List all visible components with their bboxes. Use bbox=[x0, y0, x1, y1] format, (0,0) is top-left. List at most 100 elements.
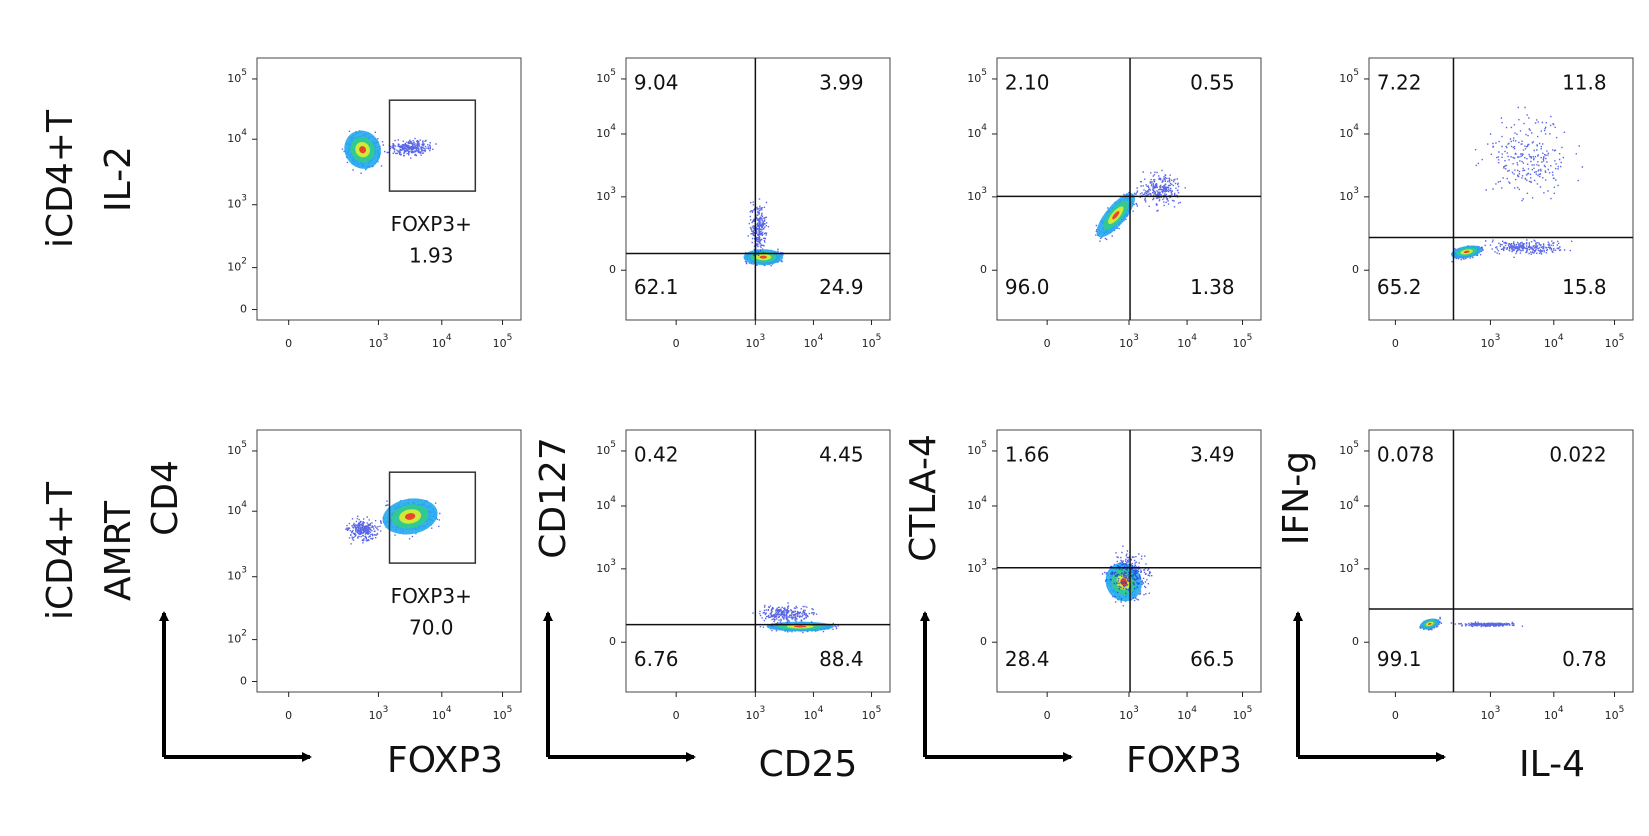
x-tick-label: 0 bbox=[1392, 709, 1399, 722]
x-tick-label-base: 10 bbox=[493, 337, 507, 350]
quadrant-value: 1.66 bbox=[1005, 442, 1050, 466]
x-tick-label-exp: 4 bbox=[818, 705, 824, 715]
x-tick-label-exp: 5 bbox=[507, 333, 513, 343]
y-tick-label: 104 bbox=[967, 494, 987, 512]
plot-frame bbox=[1368, 429, 1634, 693]
x-tick-label-base: 10 bbox=[1605, 337, 1619, 350]
event-dots bbox=[1474, 106, 1584, 202]
y-tick-label: 105 bbox=[967, 67, 987, 85]
x-tick-label-base: 10 bbox=[1119, 709, 1133, 722]
gate-box bbox=[388, 99, 477, 192]
row-label: iCD4+T bbox=[40, 109, 81, 248]
y-tick-label: 104 bbox=[967, 122, 987, 140]
y-tick-label-exp: 3 bbox=[241, 565, 247, 575]
x-tick-label: 103 bbox=[1481, 333, 1501, 351]
x-tick-label-exp: 4 bbox=[446, 705, 452, 715]
y-tick-label: 0 bbox=[240, 675, 247, 688]
y-tick-label-base: 10 bbox=[1339, 190, 1353, 203]
event-dots bbox=[747, 198, 770, 256]
y-tick-label: 104 bbox=[1339, 122, 1359, 140]
y-tick-label: 104 bbox=[1339, 494, 1359, 512]
x-tick-label: 104 bbox=[804, 333, 824, 351]
quadrant-value: 3.99 bbox=[819, 70, 864, 94]
x-tick-label-exp: 4 bbox=[1558, 333, 1564, 343]
plot-frame bbox=[625, 57, 891, 321]
quadrant-value: 65.2 bbox=[1377, 275, 1422, 299]
y-tick-label: 0 bbox=[1352, 635, 1359, 648]
y-tick-label-base: 10 bbox=[596, 499, 610, 512]
event-dots bbox=[1101, 545, 1153, 601]
y-tick-label: 105 bbox=[227, 439, 247, 457]
x-tick-label-exp: 5 bbox=[1247, 705, 1253, 715]
y-tick-label-exp: 3 bbox=[981, 557, 987, 567]
y-tick-label-exp: 4 bbox=[981, 494, 987, 504]
x-tick-label: 103 bbox=[1119, 333, 1139, 351]
quadrant-value: 0.78 bbox=[1562, 647, 1607, 671]
y-tick-label: 0 bbox=[980, 263, 987, 276]
quadrant-value: 7.22 bbox=[1377, 70, 1422, 94]
event-dots bbox=[1136, 169, 1186, 212]
x-tick-label-base: 10 bbox=[369, 337, 383, 350]
x-tick-label-base: 10 bbox=[1544, 337, 1558, 350]
event-dots bbox=[1450, 621, 1524, 628]
x-tick-label-base: 10 bbox=[804, 337, 818, 350]
x-tick-label-base: 10 bbox=[1233, 709, 1247, 722]
y-tick-label-exp: 3 bbox=[610, 185, 616, 195]
gate-value: 70.0 bbox=[409, 615, 454, 639]
x-tick-label-exp: 5 bbox=[876, 705, 882, 715]
density-core bbox=[1112, 211, 1120, 220]
x-tick-label-base: 10 bbox=[432, 337, 446, 350]
x-tick-label: 0 bbox=[1044, 337, 1051, 350]
event-dots bbox=[345, 515, 382, 545]
y-tick-label-base: 10 bbox=[227, 504, 241, 517]
x-axis-label: FOXP3 bbox=[1126, 740, 1242, 781]
y-tick-label-base: 10 bbox=[596, 190, 610, 203]
y-tick-label-base: 10 bbox=[1339, 72, 1353, 85]
x-tick-label-base: 10 bbox=[862, 337, 876, 350]
y-tick-label-exp: 3 bbox=[610, 557, 616, 567]
quadrant-value: 2.10 bbox=[1005, 70, 1050, 94]
x-tick-label-exp: 3 bbox=[383, 333, 389, 343]
y-tick-label-base: 10 bbox=[596, 562, 610, 575]
y-tick-label: 103 bbox=[967, 557, 987, 575]
x-tick-label: 105 bbox=[1233, 705, 1253, 723]
x-tick-label-base: 10 bbox=[1233, 337, 1247, 350]
x-tick-label: 103 bbox=[369, 333, 389, 351]
density-core bbox=[359, 146, 367, 154]
y-axis-label: CD127 bbox=[533, 437, 574, 559]
x-tick-label-base: 10 bbox=[804, 709, 818, 722]
y-tick-label: 103 bbox=[1339, 557, 1359, 575]
x-tick-label: 105 bbox=[1233, 333, 1253, 351]
x-tick-label: 105 bbox=[1605, 333, 1625, 351]
y-tick-label-exp: 5 bbox=[610, 439, 616, 449]
y-tick-label: 105 bbox=[967, 439, 987, 457]
y-tick-label-exp: 5 bbox=[241, 67, 247, 77]
quadrant-value: 0.022 bbox=[1549, 442, 1606, 466]
quadrant-value: 28.4 bbox=[1005, 647, 1050, 671]
y-tick-label: 103 bbox=[967, 185, 987, 203]
y-tick-label-base: 10 bbox=[227, 132, 241, 145]
y-tick-label: 104 bbox=[227, 128, 247, 146]
y-tick-label-exp: 5 bbox=[981, 67, 987, 77]
x-tick-label: 104 bbox=[432, 333, 452, 351]
y-tick-label-exp: 2 bbox=[241, 256, 247, 266]
quadrant-value: 99.1 bbox=[1377, 647, 1422, 671]
x-tick-label-base: 10 bbox=[432, 709, 446, 722]
y-tick-label: 105 bbox=[227, 67, 247, 85]
y-tick-label: 103 bbox=[596, 557, 616, 575]
y-tick-label-base: 10 bbox=[967, 127, 981, 140]
x-tick-label: 104 bbox=[1544, 333, 1564, 351]
y-tick-label-exp: 5 bbox=[241, 439, 247, 449]
y-tick-label: 0 bbox=[609, 263, 616, 276]
x-tick-label-exp: 5 bbox=[507, 705, 513, 715]
y-tick-label: 0 bbox=[240, 303, 247, 316]
quadrant-value: 0.42 bbox=[634, 442, 679, 466]
y-tick-label-base: 10 bbox=[967, 444, 981, 457]
event-dots bbox=[752, 602, 818, 627]
x-tick-label-base: 10 bbox=[369, 709, 383, 722]
y-axis-label: CTLA-4 bbox=[903, 434, 944, 562]
y-tick-label-exp: 4 bbox=[610, 494, 616, 504]
quadrant-value: 15.8 bbox=[1562, 275, 1607, 299]
x-tick-label-base: 10 bbox=[1119, 337, 1133, 350]
x-tick-label-exp: 3 bbox=[1495, 705, 1501, 715]
